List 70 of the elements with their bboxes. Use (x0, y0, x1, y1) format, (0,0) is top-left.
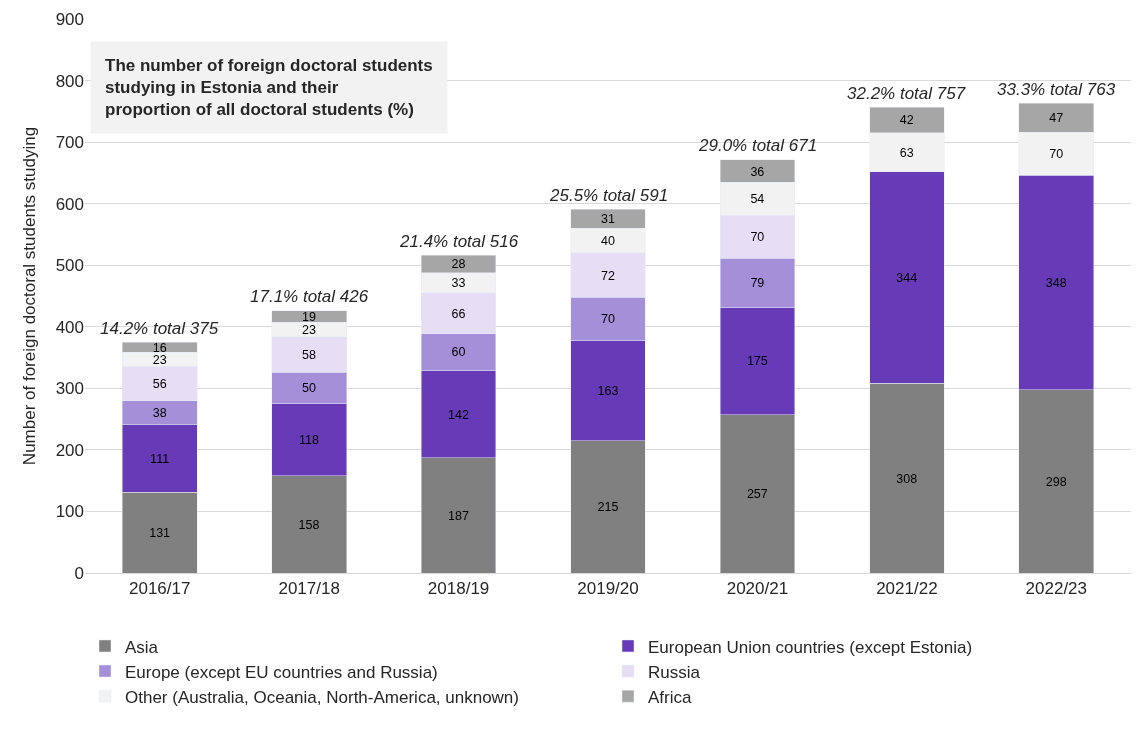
data-label: 158 (298, 517, 320, 532)
total-label: 17.1% total 426 (250, 287, 369, 306)
data-label: 23 (152, 352, 167, 367)
legend-label: Russia (648, 662, 701, 682)
data-label: 60 (451, 345, 466, 360)
data-label: 47 (1049, 111, 1064, 126)
total-label: 25.5% total 591 (549, 186, 669, 205)
data-label: 36 (750, 164, 765, 179)
data-label: 56 (152, 376, 167, 391)
data-label: 16 (152, 340, 167, 355)
legend-label: Europe (except EU countries and Russia) (125, 662, 438, 682)
data-label: 142 (448, 407, 469, 422)
y-tick-label: 700 (55, 133, 84, 153)
data-label: 66 (451, 306, 466, 321)
data-label: 187 (448, 508, 469, 523)
data-label: 50 (302, 381, 317, 396)
data-label: 28 (451, 257, 466, 272)
x-tick-label: 2020/21 (726, 579, 789, 599)
y-tick-label: 400 (55, 317, 84, 337)
data-label: 348 (1045, 275, 1067, 290)
x-tick-label: 2019/20 (577, 579, 639, 599)
y-tick-label: 800 (55, 71, 84, 91)
data-label: 111 (150, 451, 170, 466)
y-tick-label: 200 (55, 440, 84, 460)
data-label: 118 (299, 432, 320, 447)
y-tick-label: 300 (55, 379, 84, 399)
text: The number of foreign doctoral students studying in Estonia and their proportion of all doctoral students (%) (105, 56, 433, 120)
y-tick-label: 0 (74, 563, 84, 583)
x-tick-label: 2017/18 (278, 579, 340, 599)
x-tick-label: 2021/22 (876, 579, 938, 599)
data-label: 19 (302, 310, 317, 325)
data-label: 298 (1045, 474, 1067, 489)
total-label: 33.3% total 763 (997, 80, 1116, 99)
data-label: 40 (600, 234, 615, 249)
data-label: 70 (1049, 147, 1064, 162)
data-label: 70 (750, 230, 765, 245)
total-label: 21.4% total 516 (399, 232, 519, 251)
data-label: 33 (451, 276, 466, 291)
x-tick-label: 2016/17 (128, 579, 191, 599)
data-label: 31 (600, 212, 615, 227)
data-label: 72 (600, 268, 615, 283)
legend-label: European Union countries (except Estonia) (648, 637, 973, 657)
data-label: 70 (600, 312, 615, 327)
data-label: 38 (152, 405, 167, 420)
data-label: 63 (899, 145, 914, 160)
legend-label: Other (Australia, Oceania, North-America, unknown) (125, 687, 519, 707)
total-label: 29.0% total 671 (698, 136, 818, 155)
legend-label: Africa (648, 687, 692, 707)
data-label: 215 (597, 500, 619, 515)
data-label: 175 (746, 354, 768, 369)
data-label: 344 (896, 271, 918, 286)
x-tick-label: 2022/23 (1025, 579, 1088, 599)
y-tick-label: 600 (55, 194, 84, 214)
total-label: 32.2% total 757 (847, 84, 966, 103)
data-label: 163 (597, 383, 619, 398)
data-label: 58 (302, 347, 317, 362)
data-label: 308 (896, 471, 918, 486)
y-axis-title: Number of foreign doctoral students studying (20, 126, 40, 466)
y-tick-label: 100 (55, 502, 84, 522)
y-tick-label: 900 (55, 9, 84, 29)
data-label: 23 (302, 323, 317, 338)
total-label: 14.2% total 375 (100, 319, 219, 338)
data-label: 131 (149, 526, 171, 541)
data-label: 257 (746, 487, 768, 502)
y-tick-label: 500 (55, 256, 84, 276)
data-label: 42 (899, 113, 914, 128)
legend-label: Asia (125, 637, 159, 657)
data-label: 54 (750, 192, 765, 207)
x-tick-label: 2018/19 (427, 579, 490, 599)
data-label: 79 (750, 276, 765, 291)
